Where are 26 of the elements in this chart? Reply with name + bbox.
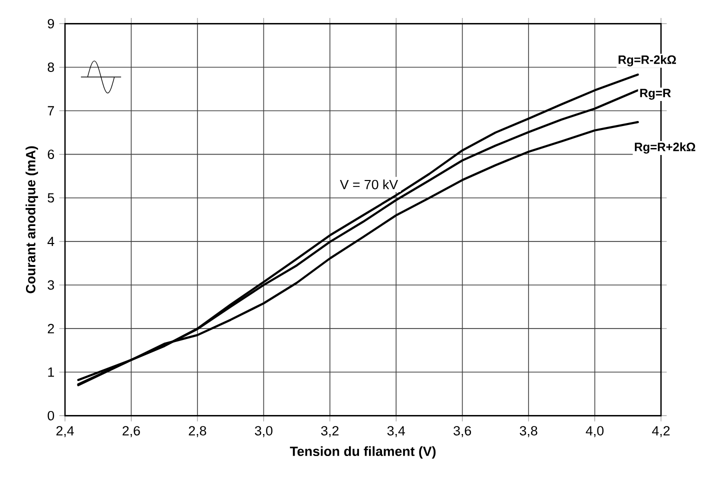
y-tick-label: 9 (48, 18, 54, 28)
x-tick-label: 3,0 (254, 426, 272, 438)
x-axis-title: Tension du filament (V) (290, 446, 436, 459)
x-tick-label: 2,8 (188, 426, 206, 438)
x-tick-label: 4,2 (652, 426, 670, 438)
x-tick-label: 3,4 (387, 426, 405, 438)
x-tick-label: 2,4 (56, 426, 74, 438)
y-tick-label: 5 (48, 193, 54, 203)
series-label: Rg=R+2kΩ (634, 142, 696, 154)
x-tick-label: 3,6 (454, 426, 472, 438)
series-label: Rg=R-2kΩ (618, 55, 676, 66)
x-tick-label: 3,2 (321, 426, 338, 438)
y-axis-title: Courant anodique (mA) (26, 146, 38, 294)
y-tick-label: 6 (48, 150, 54, 160)
y-tick-label: 0 (48, 410, 54, 420)
y-tick-label: 1 (48, 368, 54, 377)
series-label: Rg=R (640, 88, 671, 100)
annotation: V = 70 kV (340, 179, 398, 190)
x-tick-label: 4,0 (586, 426, 604, 438)
y-tick-label: 2 (48, 324, 54, 334)
y-tick-label: 4 (48, 236, 54, 246)
y-tick-label: 8 (48, 62, 54, 72)
y-tick-label: 7 (48, 106, 54, 116)
x-tick-label: 2,6 (122, 426, 140, 438)
x-tick-label: 3,8 (520, 426, 538, 438)
y-tick-label: 3 (48, 280, 54, 290)
